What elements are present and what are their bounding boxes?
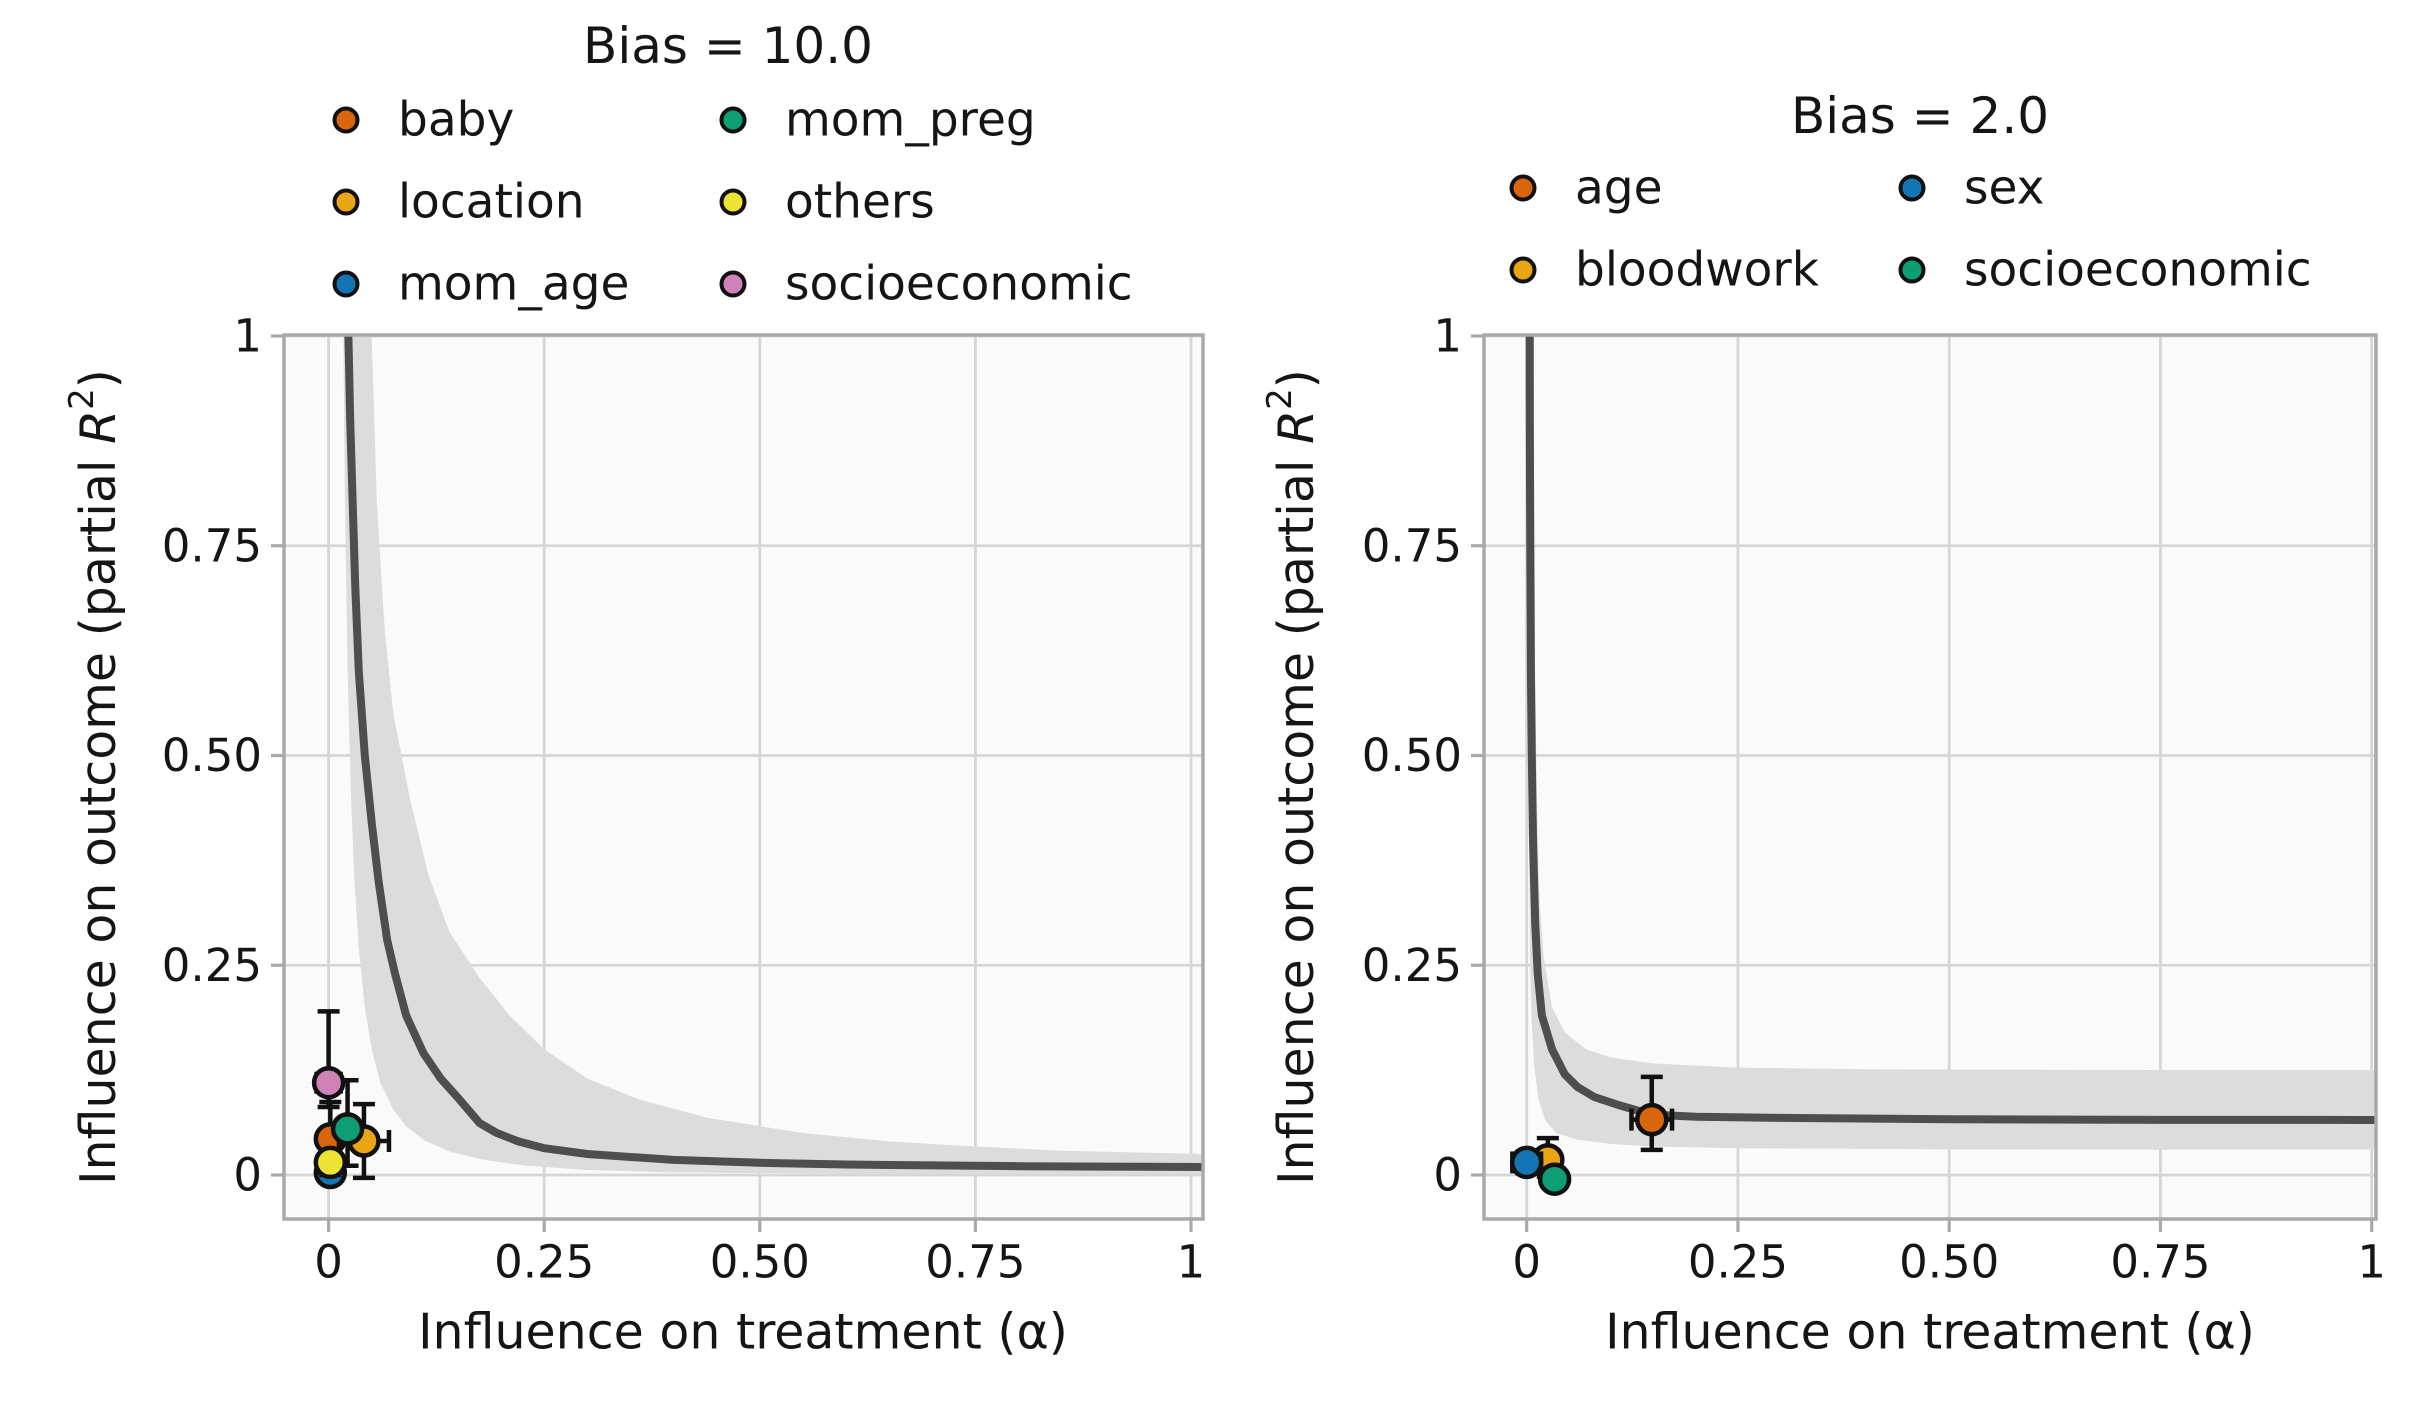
legend-marker-icon — [332, 270, 360, 298]
data-point-socioeconomic — [1537, 1162, 1572, 1196]
legend-item-baby: baby — [332, 93, 514, 148]
legend-label: baby — [398, 93, 514, 148]
legend-label: location — [398, 175, 585, 230]
y-tick-label: 0 — [233, 1149, 262, 1202]
y-axis-label-r: R — [1268, 410, 1325, 444]
legend-item-others: others — [719, 175, 935, 230]
y-axis-label-prefix: Influence on outcome (partial — [1268, 444, 1325, 1185]
legend-item-sex: sex — [1898, 161, 2044, 216]
y-tick-label: 0.75 — [162, 519, 262, 572]
bias-curve — [1525, 335, 2376, 1124]
y-axis-label: Influence on outcome (partial R2) — [1260, 369, 1325, 1185]
y-axis-label-suffix: ) — [1268, 369, 1325, 388]
data-series-mom_preg — [330, 1077, 365, 1169]
legend-marker-icon — [1898, 174, 1926, 202]
data-point-age — [1635, 1102, 1669, 1137]
legend-marker-icon — [1509, 174, 1537, 202]
y-axis-label-suffix: ) — [70, 369, 127, 388]
legend-marker-icon — [332, 106, 360, 134]
data-series-age — [1629, 1074, 1675, 1153]
panel-title: Bias = 10.0 — [583, 17, 873, 75]
y-axis-label-superscript: 2 — [62, 388, 102, 410]
legend-label: others — [785, 175, 935, 230]
legend-item-age: age — [1509, 161, 1663, 216]
y-tick-label: 0.75 — [1362, 519, 1462, 572]
x-axis-label: Influence on treatment (α) — [418, 1304, 1068, 1361]
legend-item-location: location — [332, 175, 585, 230]
x-tick-label: 0.75 — [2110, 1236, 2210, 1289]
legend-marker-icon — [332, 188, 360, 216]
legend-label: mom_preg — [785, 93, 1036, 148]
data-series-others — [313, 1145, 348, 1180]
legend-label: socioeconomic — [785, 257, 1133, 312]
axes-frame — [282, 333, 1205, 1221]
legend-label: bloodwork — [1575, 243, 1820, 298]
panel-bias-10: 0 0.25 0.50 0.75 1 0 0.25 0.50 0.75 1 baby locatio… — [62, 17, 1205, 1361]
legend-marker-icon — [719, 106, 747, 134]
legend-label: mom_age — [398, 257, 629, 312]
y-tick-label: 1 — [233, 310, 262, 363]
panel-title: Bias = 2.0 — [1791, 87, 2049, 145]
x-tick-label: 0.50 — [710, 1236, 810, 1289]
data-point-socioeconomic — [311, 1065, 346, 1100]
data-point-sex — [1509, 1145, 1544, 1180]
legend-item-bloodwork: bloodwork — [1509, 243, 1820, 298]
data-point-others — [313, 1145, 348, 1180]
legend-item-socioeconomic: socioeconomic — [1898, 243, 2312, 298]
confidence-band — [1528, 336, 2376, 1150]
legend-marker-icon — [1509, 256, 1537, 284]
y-tick-label: 0.25 — [162, 939, 262, 992]
x-tick-label: 1 — [2357, 1236, 2386, 1289]
y-tick-label: 0.50 — [1362, 729, 1462, 782]
confidence-band — [343, 336, 1203, 1175]
y-tick-label: 0 — [1433, 1149, 1462, 1202]
y-axis-label-prefix: Influence on outcome (partial — [70, 444, 127, 1185]
y-axis-label-r: R — [70, 410, 127, 444]
data-point-mom_preg — [330, 1112, 365, 1146]
x-tick-label: 0.75 — [925, 1236, 1025, 1289]
data-series-socioeconomic — [311, 1009, 346, 1110]
legend-marker-icon — [719, 188, 747, 216]
axes-frame — [1482, 333, 2378, 1221]
legend-marker-icon — [719, 270, 747, 298]
data-series-socioeconomic — [1537, 1162, 1572, 1196]
legend-item-socioeconomic: socioeconomic — [719, 257, 1133, 312]
y-tick-label: 0.25 — [1362, 939, 1462, 992]
x-tick-label: 0 — [314, 1236, 343, 1289]
x-tick-label: 1 — [1177, 1236, 1206, 1289]
x-tick-label: 0.50 — [1899, 1236, 1999, 1289]
x-tick-label: 0.25 — [1688, 1236, 1788, 1289]
legend-item-mom_preg: mom_preg — [719, 93, 1036, 148]
panel-bias-2: 0 0.25 0.50 0.75 1 0 0.25 0.50 0.75 1 age bloodwor… — [1260, 87, 2386, 1361]
y-axis-label: Influence on outcome (partial R2) — [62, 369, 127, 1185]
bias-curve — [344, 335, 1203, 1171]
y-axis-label-superscript: 2 — [1260, 388, 1300, 410]
legend-item-mom_age: mom_age — [332, 257, 629, 312]
legend-label: age — [1575, 161, 1663, 216]
legend-marker-icon — [1898, 256, 1926, 284]
legend-label: sex — [1964, 161, 2044, 216]
y-tick-label: 1 — [1433, 310, 1462, 363]
x-tick-label: 0.25 — [494, 1236, 594, 1289]
data-series-sex — [1509, 1145, 1544, 1180]
y-tick-label: 0.50 — [162, 729, 262, 782]
x-axis-label: Influence on treatment (α) — [1605, 1304, 2255, 1361]
legend-label: socioeconomic — [1964, 243, 2312, 298]
x-tick-label: 0 — [1512, 1236, 1541, 1289]
